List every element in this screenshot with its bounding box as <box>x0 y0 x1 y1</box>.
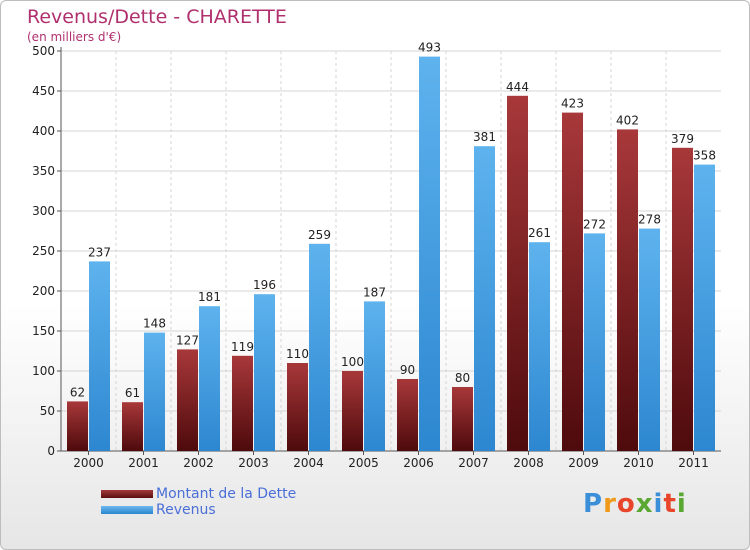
bar-revenus-2005 <box>364 301 385 451</box>
x-tick-label-2002: 2002 <box>183 456 214 470</box>
tick-labels: 0 50 100 150 200 250 300 350 400 450 500 2000 2001 20… <box>32 44 709 470</box>
bar-revenus-2010 <box>639 228 660 451</box>
value-label-revenus-2001: 148 <box>143 317 166 331</box>
x-tick-label-2000: 2000 <box>73 456 104 470</box>
y-tick-label-100: 100 <box>32 364 55 378</box>
logo-letter: r <box>603 489 617 519</box>
logo-letter: i <box>653 489 664 519</box>
value-label-revenus-2005: 187 <box>363 285 386 299</box>
value-label-revenus-2008: 261 <box>528 226 551 240</box>
x-tick-label-2003: 2003 <box>238 456 269 470</box>
bar-dette-2001 <box>122 402 143 451</box>
y-tick-label-500: 500 <box>32 44 55 58</box>
bar-revenus-2003 <box>254 294 275 451</box>
value-labels: 62 237 61 148 127 181 119 196 110 259 100 187 90 493 8… <box>70 41 716 401</box>
bar-revenus-2008 <box>529 242 550 451</box>
bar-revenus-2009 <box>584 233 605 451</box>
x-tick-label-2005: 2005 <box>348 456 379 470</box>
y-tick-label-450: 450 <box>32 84 55 98</box>
bar-dette-2009 <box>562 112 583 451</box>
y-tick-label-300: 300 <box>32 204 55 218</box>
y-tick-label-150: 150 <box>32 324 55 338</box>
bar-revenus-2000 <box>89 261 110 451</box>
bar-dette-2003 <box>232 355 253 451</box>
value-label-revenus-2002: 181 <box>198 290 221 304</box>
x-tick-label-2009: 2009 <box>568 456 599 470</box>
value-label-revenus-2006: 493 <box>418 41 441 55</box>
legend-label-revenus: Revenus <box>156 502 216 518</box>
grid-lines <box>61 50 721 452</box>
logo-letter: i <box>676 489 687 519</box>
value-label-dette-2000: 62 <box>70 385 85 399</box>
logo-letter: x <box>635 489 654 519</box>
bar-dette-2005 <box>342 371 363 451</box>
bar-revenus-2007 <box>474 146 495 451</box>
value-label-dette-2005: 100 <box>341 355 364 369</box>
value-label-revenus-2011: 358 <box>693 149 716 163</box>
bar-revenus-2006 <box>419 56 440 451</box>
legend-label-dette: Montant de la Dette <box>156 486 297 502</box>
x-tick-label-2004: 2004 <box>293 456 324 470</box>
proxiti-logo: Proxiti <box>583 489 687 519</box>
value-label-dette-2007: 80 <box>455 371 470 385</box>
value-label-revenus-2010: 278 <box>638 213 661 227</box>
value-label-dette-2010: 402 <box>616 113 639 127</box>
value-label-revenus-2007: 381 <box>473 130 496 144</box>
logo-letter: P <box>583 489 604 519</box>
x-tick-label-2006: 2006 <box>403 456 434 470</box>
bar-dette-2000 <box>67 401 88 451</box>
y-tick-label-50: 50 <box>40 404 55 418</box>
bar-dette-2002 <box>177 349 198 451</box>
logo-letter: o <box>616 489 636 519</box>
x-tick-label-2001: 2001 <box>128 456 159 470</box>
value-label-dette-2001: 61 <box>125 386 140 400</box>
bar-dette-2010 <box>617 129 638 451</box>
bar-revenus-2004 <box>309 243 330 451</box>
chart-title: Revenus/Dette - CHARETTE <box>27 6 287 28</box>
x-tick-label-2007: 2007 <box>458 456 489 470</box>
bar-dette-2004 <box>287 363 308 451</box>
logo-letter: t <box>663 489 677 519</box>
x-tick-label-2010: 2010 <box>623 456 654 470</box>
y-tick-label-200: 200 <box>32 284 55 298</box>
value-label-dette-2009: 423 <box>561 97 584 111</box>
value-label-dette-2003: 119 <box>231 340 254 354</box>
value-label-revenus-2000: 237 <box>88 245 111 259</box>
bar-dette-2011 <box>672 147 693 452</box>
legend-swatch-revenus <box>101 506 153 514</box>
bar-dette-2007 <box>452 387 473 451</box>
bar-dette-2008 <box>507 95 528 452</box>
bar-revenus-2002 <box>199 306 220 451</box>
bars <box>67 56 715 452</box>
value-label-revenus-2003: 196 <box>253 278 276 292</box>
value-label-dette-2004: 110 <box>286 347 309 361</box>
value-label-revenus-2004: 259 <box>308 228 331 242</box>
bar-dette-2006 <box>397 379 418 451</box>
bar-revenus-2011 <box>694 164 715 451</box>
x-tick-label-2008: 2008 <box>513 456 544 470</box>
value-label-revenus-2009: 272 <box>583 217 606 231</box>
y-tick-label-250: 250 <box>32 244 55 258</box>
y-tick-label-400: 400 <box>32 124 55 138</box>
axes <box>57 47 721 455</box>
legend-swatch-dette <box>101 490 153 498</box>
value-label-dette-2002: 127 <box>176 333 199 347</box>
value-label-dette-2011: 379 <box>671 132 694 146</box>
chart-subtitle: (en milliers d'€) <box>27 30 122 44</box>
y-tick-label-350: 350 <box>32 164 55 178</box>
x-tick-label-2011: 2011 <box>678 456 709 470</box>
y-tick-label-0: 0 <box>47 444 55 458</box>
value-label-dette-2008: 444 <box>506 80 529 94</box>
bar-revenus-2001 <box>144 332 165 451</box>
value-label-dette-2006: 90 <box>400 363 415 377</box>
